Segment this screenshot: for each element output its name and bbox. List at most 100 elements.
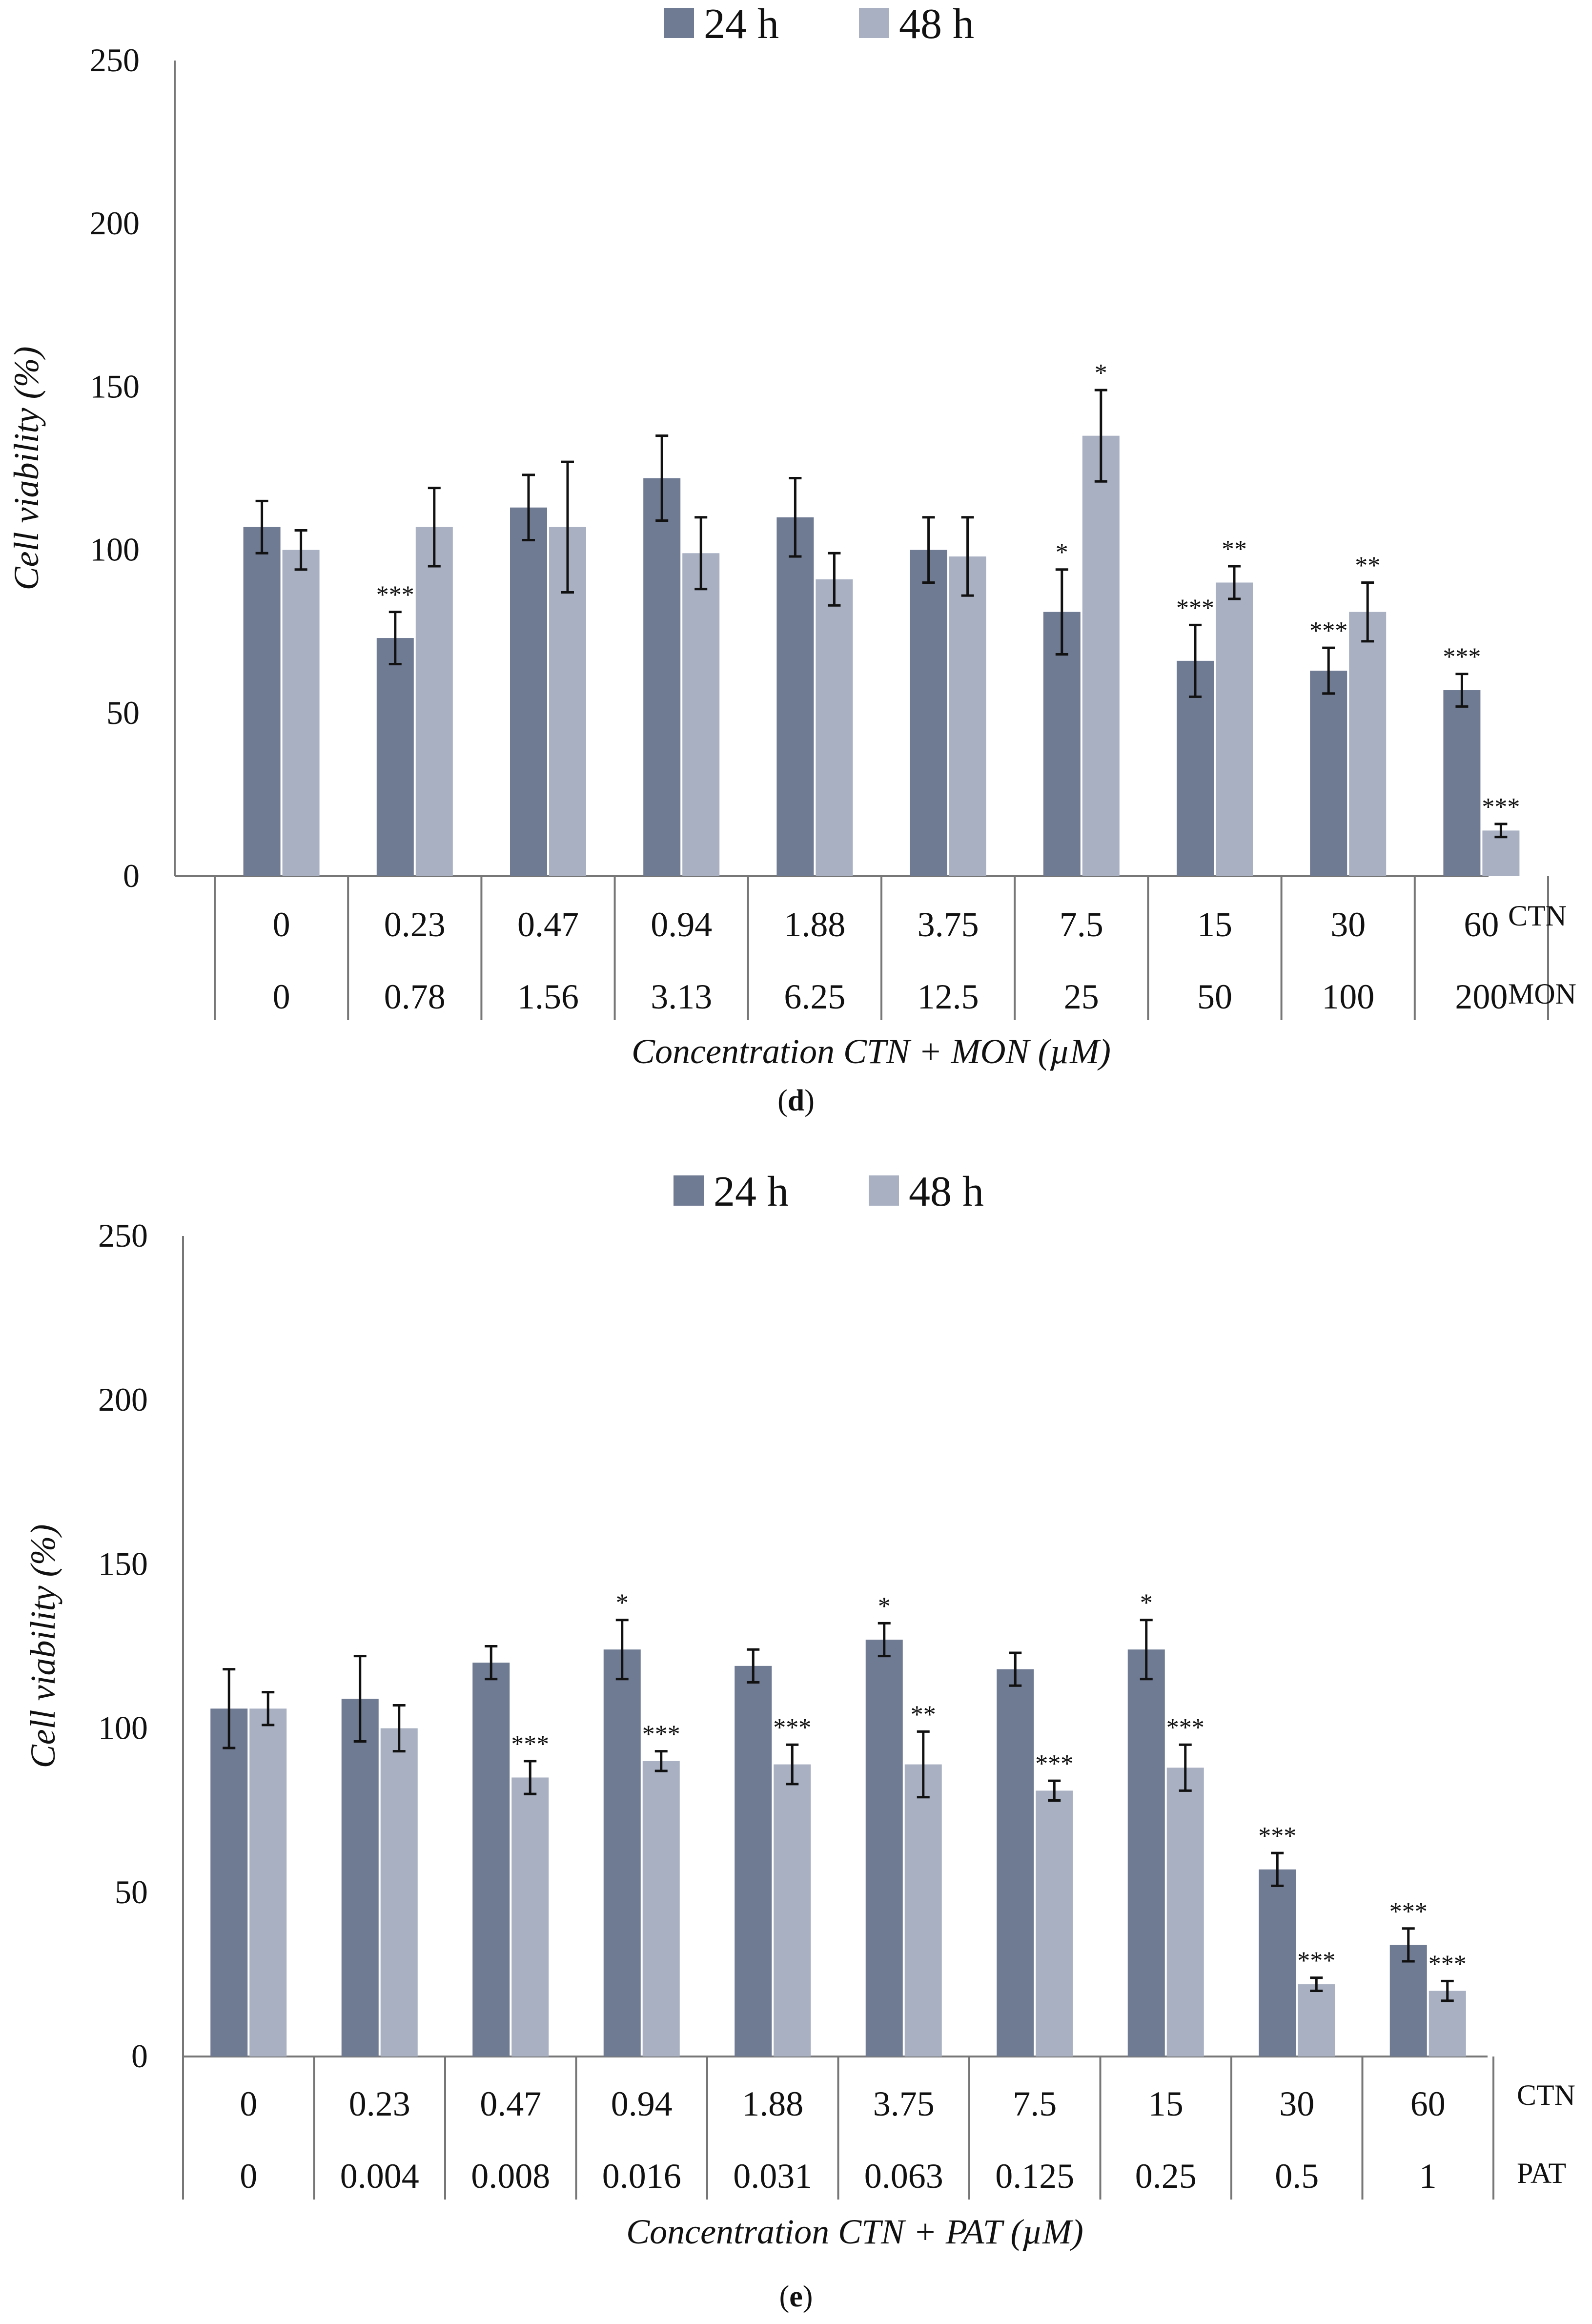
bar-24h: [643, 478, 681, 876]
significance-marker: ***: [376, 581, 414, 609]
y-tick-label: 200: [90, 205, 140, 242]
bar-48h: [1349, 612, 1387, 876]
bar-24h: [735, 1666, 772, 2057]
category-label-ctn: 0.23: [349, 2084, 410, 2123]
legend-swatch-24h: [674, 1175, 704, 1206]
bar-24h: [341, 1699, 379, 2057]
bar-48h: [904, 1764, 942, 2057]
significance-marker: ***: [511, 1730, 549, 1758]
significance-marker: ***: [1443, 643, 1481, 671]
bar-24h: [776, 517, 814, 876]
bar-24h: [865, 1640, 903, 2057]
significance-marker: ***: [642, 1721, 680, 1748]
bar-24h: [472, 1663, 510, 2057]
significance-marker: ***: [1176, 594, 1214, 622]
y-tick-label: 50: [115, 1873, 148, 1911]
significance-marker: *: [878, 1592, 891, 1620]
category-label-row2: 0.004: [340, 2157, 419, 2196]
category-label-row2: 0.78: [384, 977, 446, 1016]
bar-48h: [1298, 1984, 1335, 2057]
bar-48h: [415, 527, 453, 876]
bar-48h: [1082, 435, 1120, 876]
significance-marker: ***: [1035, 1750, 1073, 1778]
legend-swatch-24h: [664, 8, 694, 38]
y-tick-label: 250: [90, 41, 140, 79]
legend-label-24h: 24 h: [714, 1168, 789, 1215]
y-axis-label: Cell viability (%): [7, 347, 46, 591]
category-label-ctn: 3.75: [873, 2084, 935, 2123]
category-label-row2: 0.016: [602, 2157, 681, 2196]
row-label-ctn: CTN: [1517, 2079, 1575, 2111]
bar-48h: [774, 1764, 811, 2057]
legend-swatch-48h: [869, 1175, 899, 1206]
significance-marker: ***: [1258, 1822, 1296, 1850]
y-tick-label: 250: [98, 1217, 148, 1254]
bar-48h: [949, 556, 986, 876]
category-label-ctn: 3.75: [918, 905, 979, 944]
legend-swatch-48h: [859, 8, 889, 38]
y-tick-label: 0: [131, 2037, 148, 2075]
significance-marker: **: [1222, 535, 1247, 563]
category-label-ctn: 60: [1410, 2084, 1446, 2123]
category-label-ctn: 1.88: [784, 905, 845, 944]
bar-24h: [243, 527, 281, 876]
bar-24h: [1310, 670, 1347, 876]
significance-marker: *: [1095, 359, 1107, 387]
bar-24h: [210, 1708, 248, 2057]
bar-48h: [249, 1708, 287, 2057]
bar-48h: [816, 579, 853, 876]
significance-marker: ***: [1429, 1950, 1467, 1978]
category-label-row2: 25: [1064, 977, 1099, 1016]
bar-24h: [1127, 1649, 1165, 2057]
category-label-row2: 0.25: [1135, 2157, 1197, 2196]
bar-48h: [511, 1777, 549, 2057]
significance-marker: ***: [1297, 1947, 1335, 1975]
category-label-row2: 12.5: [918, 977, 979, 1016]
category-label-ctn: 30: [1279, 2084, 1314, 2123]
category-label-row2: 1: [1419, 2157, 1437, 2196]
bar-24h: [910, 550, 947, 876]
bar-24h: [376, 638, 414, 876]
bar-24h: [997, 1669, 1034, 2057]
category-label-row2: 3.13: [651, 977, 712, 1016]
category-label-row2: 100: [1322, 977, 1374, 1016]
row-label-ctn: CTN: [1508, 900, 1567, 932]
chart-panel-d: 0 50 100 150 200 250 Cell viability (%) 0 0.23 0.…: [7, 0, 1576, 1117]
bar-48h: [1036, 1790, 1073, 2057]
bar-24h: [1389, 1945, 1427, 2057]
category-label-row2: 0.5: [1275, 2157, 1319, 2196]
category-label-ctn: 0.94: [611, 2084, 673, 2123]
significance-marker: ***: [773, 1714, 811, 1742]
legend-label-48h: 48 h: [899, 0, 974, 48]
category-label-row2: 50: [1197, 977, 1232, 1016]
category-label-ctn: 15: [1197, 905, 1232, 944]
y-tick-label: 50: [106, 694, 140, 731]
bar-48h: [1166, 1768, 1204, 2057]
panel-caption-d: (d): [777, 1084, 815, 1117]
bar-24h: [510, 507, 547, 876]
significance-marker: ***: [1166, 1714, 1204, 1742]
y-axis-label: Cell viability (%): [23, 1524, 62, 1769]
category-label-ctn: 7.5: [1013, 2084, 1057, 2123]
bar-48h: [642, 1761, 680, 2057]
category-label-ctn: 0.47: [517, 905, 579, 944]
x-axis-label: Concentration CTN + MON (µM): [632, 1032, 1111, 1071]
category-label-ctn: 0: [273, 905, 290, 944]
significance-marker: ***: [1482, 793, 1520, 821]
category-label-row2: 0: [240, 2157, 257, 2196]
category-label-ctn: 0.23: [384, 905, 446, 944]
significance-marker: *: [1140, 1589, 1153, 1617]
category-label-ctn: 0: [240, 2084, 257, 2123]
category-label-ctn: 1.88: [742, 2084, 803, 2123]
panel-caption-e: (e): [779, 2280, 813, 2313]
significance-marker: ***: [1309, 617, 1347, 645]
significance-marker: ***: [1389, 1898, 1428, 1926]
category-label-row2: 0.031: [733, 2157, 812, 2196]
row-label-second: MON: [1508, 978, 1576, 1010]
row-label-second: PAT: [1517, 2157, 1566, 2189]
category-label-row2: 0.125: [995, 2157, 1074, 2196]
y-tick-label: 150: [90, 368, 140, 405]
bar-48h: [282, 550, 320, 876]
